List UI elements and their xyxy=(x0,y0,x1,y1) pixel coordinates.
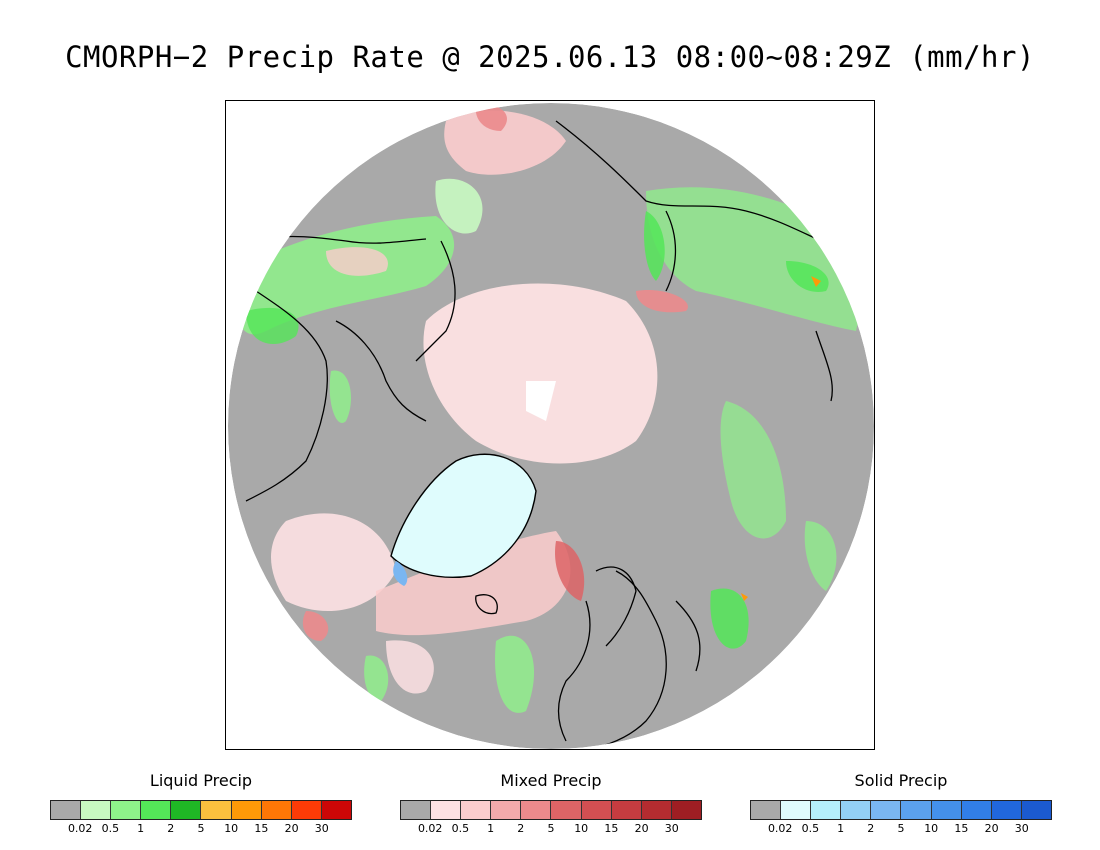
legend-swatch xyxy=(401,801,432,819)
tick-label: 5 xyxy=(197,822,205,835)
tick-label: 0.02 xyxy=(67,822,93,835)
legend-swatch xyxy=(261,801,292,819)
legend-swatch xyxy=(291,801,322,819)
tick-label: 2 xyxy=(167,822,175,835)
legend-swatch xyxy=(901,801,932,819)
legend-swatch xyxy=(521,801,552,819)
tick-label: 2 xyxy=(867,822,875,835)
scandinavia-coastline xyxy=(595,566,637,647)
legend-mixed: Mixed Precip 0.02 0.5 1 2 5 10 15 20 30 xyxy=(400,770,702,836)
legend-swatch xyxy=(51,801,82,819)
tick-labels: 0.02 0.5 1 2 5 10 15 20 30 xyxy=(50,822,352,836)
legend-swatch xyxy=(811,801,842,819)
legend-swatch xyxy=(551,801,582,819)
greenland-solid-precip xyxy=(390,453,537,586)
tick-label: 0.5 xyxy=(451,822,470,835)
legend-title: Mixed Precip xyxy=(500,771,602,790)
tick-label: 10 xyxy=(224,822,239,835)
tick-label: 1 xyxy=(137,822,145,835)
color-bar xyxy=(750,800,1052,820)
tick-label: 5 xyxy=(547,822,555,835)
legend-swatch xyxy=(641,801,672,819)
map-title: CMORPH−2 Precip Rate @ 2025.06.13 08:00~… xyxy=(65,40,1035,74)
coastlines xyxy=(230,120,847,749)
pole-data-gap xyxy=(526,381,556,421)
legend-swatch xyxy=(1021,801,1051,819)
legend-title: Liquid Precip xyxy=(149,771,253,790)
legend-swatch xyxy=(171,801,202,819)
tick-label: 0.5 xyxy=(101,822,120,835)
tick-label: 30 xyxy=(1014,822,1029,835)
tick-label: 15 xyxy=(954,822,969,835)
tick-label: 1 xyxy=(487,822,495,835)
legend-swatch xyxy=(201,801,232,819)
legend-liquid: Liquid Precip 0.02 0.5 1 2 5 10 15 20 30 xyxy=(50,770,352,836)
legend-swatch xyxy=(671,801,701,819)
tick-label: 1 xyxy=(837,822,845,835)
tick-label: 10 xyxy=(574,822,589,835)
legend-swatch xyxy=(461,801,492,819)
legend-swatch xyxy=(871,801,902,819)
legend-swatch xyxy=(581,801,612,819)
precip-map[interactable] xyxy=(225,100,875,750)
legend-swatch xyxy=(111,801,142,819)
legend-swatch xyxy=(751,801,782,819)
legend-solid: Solid Precip 0.02 0.5 1 2 5 10 15 20 30 xyxy=(750,770,1052,836)
tick-label: 30 xyxy=(314,822,329,835)
tick-labels: 0.02 0.5 1 2 5 10 15 20 30 xyxy=(750,822,1052,836)
legend-swatch xyxy=(321,801,351,819)
tick-label: 15 xyxy=(254,822,269,835)
color-bar xyxy=(400,800,702,820)
tick-label: 10 xyxy=(924,822,939,835)
legend-swatch xyxy=(841,801,872,819)
legend-swatch xyxy=(781,801,812,819)
north-atlantic-mixed-precip xyxy=(271,513,585,694)
tick-label: 0.5 xyxy=(801,822,820,835)
legend-swatch xyxy=(141,801,172,819)
north-america-liquid-precip xyxy=(235,178,483,423)
legend-swatch xyxy=(611,801,642,819)
tick-label: 5 xyxy=(897,822,905,835)
tick-label: 0.02 xyxy=(417,822,443,835)
tick-label: 20 xyxy=(284,822,299,835)
legend-swatch xyxy=(991,801,1022,819)
legend-swatch xyxy=(231,801,262,819)
tick-labels: 0.02 0.5 1 2 5 10 15 20 30 xyxy=(400,822,702,836)
legend-swatch xyxy=(431,801,462,819)
legend-title: Solid Precip xyxy=(854,771,948,790)
legend-swatch xyxy=(81,801,112,819)
color-bar xyxy=(50,800,352,820)
tick-label: 15 xyxy=(604,822,619,835)
tick-label: 30 xyxy=(664,822,679,835)
arctic-ocean-mixed-precip xyxy=(326,105,688,464)
tick-label: 2 xyxy=(517,822,525,835)
legend-swatch xyxy=(961,801,992,819)
tick-label: 20 xyxy=(984,822,999,835)
legend-swatch xyxy=(491,801,522,819)
tick-label: 20 xyxy=(634,822,649,835)
legend-swatch xyxy=(931,801,962,819)
tick-label: 0.02 xyxy=(767,822,793,835)
